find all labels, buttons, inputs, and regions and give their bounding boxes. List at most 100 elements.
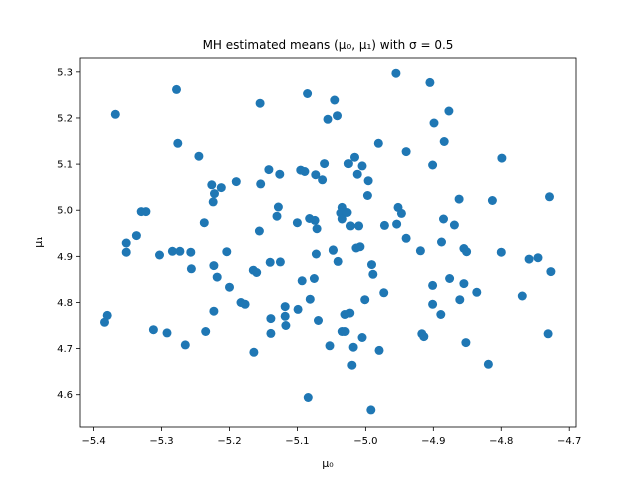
data-point [186, 247, 196, 257]
data-point [328, 245, 338, 255]
data-point [355, 242, 365, 252]
data-point [231, 177, 241, 187]
data-point [337, 214, 347, 224]
data-point [199, 218, 209, 228]
data-point [357, 333, 367, 342]
data-point [425, 77, 435, 87]
y-tick-label: 4.6 [57, 390, 73, 401]
data-point [208, 197, 218, 207]
data-point [207, 180, 217, 190]
x-tick-label: −5.2 [217, 436, 241, 447]
data-point [173, 138, 183, 148]
x-tick-label: −4.9 [421, 436, 445, 447]
data-point [300, 167, 310, 176]
data-point [350, 152, 359, 162]
x-tick-label: −5.4 [81, 436, 105, 447]
data-point [439, 137, 449, 146]
data-point [318, 175, 328, 185]
data-point [240, 299, 250, 309]
data-point [252, 268, 262, 277]
data-point [379, 220, 389, 230]
y-tick-label: 5.2 [57, 113, 73, 124]
data-point [340, 310, 350, 319]
data-point [533, 253, 543, 263]
data-point [186, 264, 196, 274]
data-point [429, 118, 439, 128]
data-point [546, 267, 556, 277]
data-point [373, 138, 383, 148]
data-point [362, 191, 372, 200]
data-point [264, 165, 274, 175]
data-point [162, 328, 172, 338]
data-point [305, 294, 315, 304]
data-point [141, 207, 151, 217]
x-tick-label: −5.0 [353, 436, 377, 447]
data-point [352, 169, 362, 179]
data-point [483, 359, 493, 369]
data-point [155, 250, 164, 260]
data-point [461, 338, 471, 348]
data-point [367, 260, 376, 270]
y-tick-label: 5.0 [57, 206, 73, 217]
data-point [472, 287, 482, 297]
data-point [255, 98, 265, 108]
y-tick-label: 4.9 [57, 252, 73, 263]
data-point [148, 325, 158, 335]
data-point [194, 151, 204, 161]
data-point [524, 254, 534, 264]
data-point [216, 183, 226, 193]
y-axis: 4.6 4.7 4.8 4.9 5.0 5.1 5.2 5.3 [57, 67, 80, 401]
y-axis-label: μ₁ [32, 236, 45, 247]
data-point [379, 288, 389, 298]
data-point [455, 295, 465, 305]
x-axis-label: μ₀ [322, 457, 334, 470]
data-point [280, 302, 290, 312]
data-point [314, 316, 323, 325]
data-point [459, 279, 469, 289]
data-points [100, 68, 556, 415]
data-point [496, 247, 506, 257]
data-point [343, 159, 353, 169]
data-point [110, 109, 120, 119]
data-point [333, 111, 342, 121]
data-point [292, 218, 302, 228]
data-point [254, 226, 264, 236]
data-point [401, 233, 411, 243]
data-point [374, 345, 384, 355]
data-point [330, 95, 340, 105]
data-point [345, 221, 355, 231]
data-point [333, 256, 343, 266]
data-point [172, 84, 181, 94]
data-point [297, 276, 307, 286]
data-point [325, 341, 335, 351]
data-point [439, 214, 448, 224]
data-point [543, 329, 553, 339]
data-point [275, 257, 285, 267]
data-point [100, 317, 109, 327]
data-point [323, 114, 333, 124]
data-point [131, 231, 141, 241]
data-point [320, 159, 330, 169]
x-tick-label: −4.7 [557, 436, 581, 447]
x-tick-label: −5.3 [149, 436, 173, 447]
data-point [396, 208, 406, 218]
data-point [311, 170, 321, 180]
data-point [175, 246, 185, 256]
data-point [428, 280, 438, 290]
data-point [354, 221, 364, 231]
data-point [348, 342, 358, 352]
data-point [363, 176, 373, 186]
data-point [212, 272, 222, 282]
data-point [273, 202, 283, 212]
data-point [209, 261, 219, 271]
data-point [401, 147, 411, 157]
data-point [303, 89, 313, 98]
data-point [342, 208, 352, 217]
data-point [280, 311, 290, 321]
data-point [545, 192, 554, 202]
y-tick-label: 5.1 [57, 160, 73, 171]
data-point [102, 310, 112, 320]
data-point [454, 194, 464, 204]
data-point [357, 161, 367, 171]
